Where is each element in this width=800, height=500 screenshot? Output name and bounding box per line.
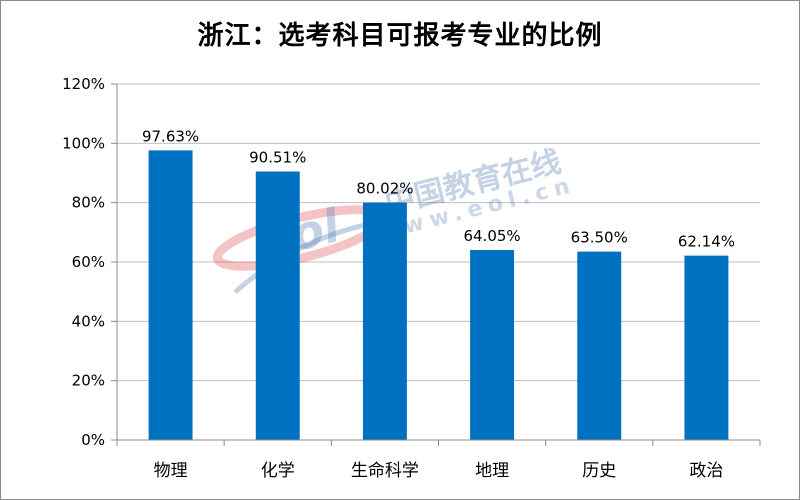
data-label: 97.63% bbox=[142, 127, 199, 145]
labels: 0% 20% 40% 60% 80% 100% 120% 97.63% 物理 90.51% 化学 80… bbox=[62, 75, 735, 481]
category-label: 化学 bbox=[261, 461, 295, 481]
y-tick-label: 40% bbox=[72, 312, 105, 330]
chart-title: 浙江：选考科目可报考专业的比例 bbox=[197, 21, 603, 51]
y-tick-label: 60% bbox=[72, 253, 105, 271]
axes bbox=[111, 83, 761, 446]
data-label: 90.51% bbox=[249, 148, 306, 166]
gridlines bbox=[117, 83, 760, 382]
bar bbox=[148, 150, 193, 441]
bar bbox=[577, 251, 622, 440]
y-tick-label: 80% bbox=[72, 194, 105, 212]
y-tick-label: 100% bbox=[62, 134, 105, 152]
y-tick-label: 120% bbox=[62, 75, 105, 93]
y-tick-label: 20% bbox=[72, 372, 105, 390]
category-label: 生命科学 bbox=[351, 461, 419, 481]
category-label: 物理 bbox=[154, 461, 188, 481]
watermark-logo-blue-swoosh bbox=[233, 219, 381, 294]
bar bbox=[255, 171, 300, 440]
data-label: 64.05% bbox=[463, 227, 520, 245]
category-label: 历史 bbox=[582, 461, 616, 481]
y-tick-label: 0% bbox=[81, 431, 105, 449]
bar bbox=[470, 249, 515, 440]
category-label: 地理 bbox=[475, 461, 509, 481]
bar bbox=[362, 202, 407, 440]
data-label: 80.02% bbox=[356, 180, 413, 198]
category-label: 政治 bbox=[689, 461, 723, 481]
data-label: 63.50% bbox=[571, 229, 628, 247]
data-label: 62.14% bbox=[678, 233, 735, 251]
bars bbox=[148, 150, 729, 441]
bar bbox=[684, 255, 729, 440]
